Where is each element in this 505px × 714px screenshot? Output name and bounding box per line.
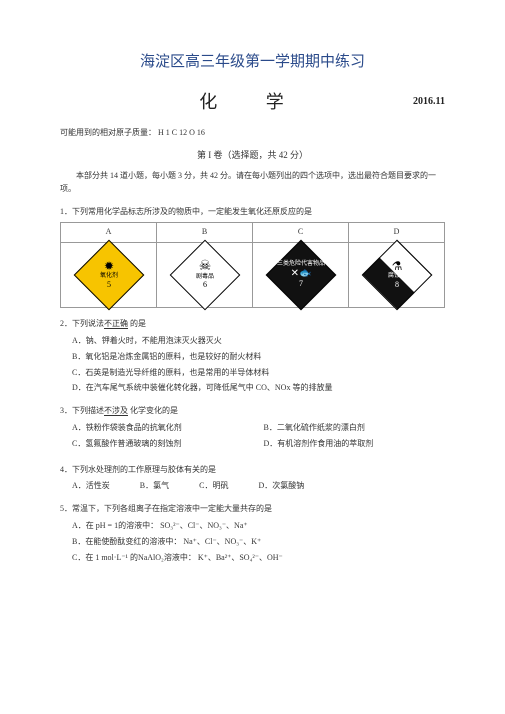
q5-stem: 5．常温下，下列各组离子在指定溶液中一定能大量共存的是 [60, 503, 445, 516]
q2-opt-d: D．在汽车尾气系统中装催化转化器，可降低尾气中 CO、NOx 等的排放量 [72, 382, 445, 395]
q3-opt-c: C．氢氟酸作普通玻璃的刻蚀剂 [72, 438, 254, 451]
q2-opt-b: B．氧化铝是冶炼金属铝的原料，也是较好的耐火材料 [72, 351, 445, 364]
hazard-oxidizer-icon: ✹ 氧化剂 5 [73, 240, 144, 311]
q1-table: A B C D ✹ 氧化剂 5 [60, 222, 445, 308]
q2-opt-a: A．钠、钾着火时，不能用泡沫灭火器灭火 [72, 335, 445, 348]
q4-stem: 4．下列水处理剂的工作原理与胶体有关的是 [60, 464, 445, 477]
q1-stem: 1．下列常用化学品标志所涉及的物质中，一定能发生氧化还原反应的是 [60, 206, 445, 219]
question-5: 5．常温下，下列各组离子在指定溶液中一定能大量共存的是 A．在 pH = 1的溶… [60, 503, 445, 564]
main-title: 海淀区高三年级第一学期期中练习 [60, 50, 445, 74]
q3-opt-b: B．二氧化硫作纸浆的漂白剂 [264, 422, 446, 435]
question-2: 2．下列说法不正确 的是 A．钠、钾着火时，不能用泡沫灭火器灭火 B．氧化铝是冶… [60, 318, 445, 395]
question-3: 3．下列描述不涉及 化学变化的是 A．铁粉作袋装食品的抗氧化剂 B．二氧化硫作纸… [60, 405, 445, 453]
q4-opt-d: D．次氯酸钠 [258, 480, 304, 493]
q4-opt-a: A．活性炭 [72, 480, 110, 493]
hazard-env-icon: 三类危险代害物品 ✕🐟 7 [265, 240, 336, 311]
q5-opt-a: A．在 pH = 1的溶液中： SO₃²⁻、Cl⁻、NO₃⁻、Na⁺ [72, 520, 445, 533]
q2-opt-c: C．石英是制造光导纤维的原料，也是常用的半导体材料 [72, 367, 445, 380]
exam-date: 2016.11 [413, 94, 445, 110]
q4-opt-c: C．明矾 [199, 480, 228, 493]
section-intro: 本部分共 14 道小题，每小题 3 分，共 42 分。请在每小题列出的四个选项中… [60, 170, 445, 196]
q1-cell-d: ⚗ 腐蚀品 8 [349, 243, 445, 308]
hazard-toxic-icon: ☠ 剧毒品 6 [169, 240, 240, 311]
hazard-corrosive-icon: ⚗ 腐蚀品 8 [361, 240, 432, 311]
q1-cell-a: ✹ 氧化剂 5 [61, 243, 157, 308]
q3-opt-d: D．有机溶剂作食用油的萃取剂 [264, 438, 446, 451]
q3-opt-a: A．铁粉作袋装食品的抗氧化剂 [72, 422, 254, 435]
q5-opt-c: C．在 1 mol·L⁻¹ 的NaAlO₂溶液中： K⁺、Ba²⁺、SO₄²⁻、… [72, 552, 445, 565]
section-label: 第 I 卷（选择题，共 42 分） [60, 148, 445, 162]
q5-opt-b: B．在能使酚酞变红的溶液中： Na⁺、Cl⁻、NO₃⁻、K⁺ [72, 536, 445, 549]
atomic-mass-line: 可能用到的相对原子质量： H 1 C 12 O 16 [60, 127, 445, 140]
question-1: 1．下列常用化学品标志所涉及的物质中，一定能发生氧化还原反应的是 A B C D… [60, 206, 445, 309]
question-4: 4．下列水处理剂的工作原理与胶体有关的是 A．活性炭 B．氯气 C．明矾 D．次… [60, 464, 445, 494]
subject-title: 化 学 [199, 88, 306, 117]
q3-stem: 3．下列描述不涉及 化学变化的是 [60, 405, 445, 418]
subject-row: 化 学 2016.11 [60, 88, 445, 117]
q1-cell-b: ☠ 剧毒品 6 [157, 243, 253, 308]
q1-cell-c: 三类危险代害物品 ✕🐟 7 [253, 243, 349, 308]
q2-stem: 2．下列说法不正确 的是 [60, 318, 445, 331]
q4-opt-b: B．氯气 [140, 480, 169, 493]
